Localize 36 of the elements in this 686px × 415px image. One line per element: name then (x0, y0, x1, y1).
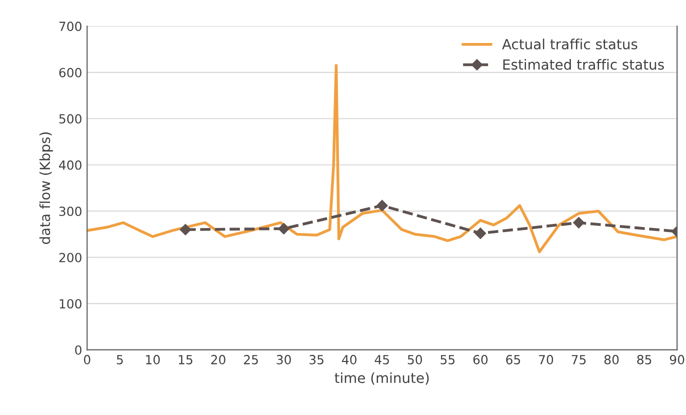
point (376, 200, 388, 212)
y-tick-label: 200 (59, 252, 82, 262)
x-tick-label: 60 (473, 354, 488, 364)
x-axis-title: time (minute) (334, 372, 429, 385)
x-tick-label: 85 (637, 354, 652, 364)
x-tick-label: 10 (146, 354, 160, 364)
x-tick-label: 70 (539, 354, 554, 364)
x-tick-label: 90 (670, 354, 684, 364)
point (474, 228, 486, 239)
x-tick-label: 45 (374, 355, 389, 364)
point (278, 223, 290, 234)
legend-label: Actual traffic status (502, 38, 638, 50)
y-tick-label: 700 (59, 22, 82, 32)
x-tick-label: 30 (276, 354, 291, 364)
x-tick-label: 20 (211, 354, 226, 364)
legend-label: Estimated traffic status (503, 59, 664, 70)
y-tick-label: 0 (75, 345, 82, 355)
x-tick-label: 80 (604, 354, 619, 364)
x-tick-label: 40 (342, 354, 356, 364)
point (180, 224, 192, 236)
y-tick-label: 300 (59, 206, 82, 216)
y-tick-label: 400 (59, 160, 82, 170)
x-tick-label: 65 (506, 354, 520, 364)
x-tick-label: 75 (572, 355, 586, 364)
x-tick-label: 25 (244, 354, 258, 364)
x-tick-label: 0 (84, 354, 90, 364)
x-tick-label: 55 (440, 355, 455, 364)
y-tick-label: 500 (59, 114, 82, 124)
x-tick-label: 5 (116, 355, 123, 364)
x-tick-label: 50 (408, 354, 422, 364)
point (573, 217, 584, 228)
y-axis-title: data flow (Kbps) (39, 132, 53, 244)
x-tick-label: 35 (310, 354, 324, 364)
x-tick-label: 15 (178, 355, 192, 364)
y-tick-label: 600 (59, 68, 82, 78)
y-tick-label: 100 (60, 299, 82, 309)
